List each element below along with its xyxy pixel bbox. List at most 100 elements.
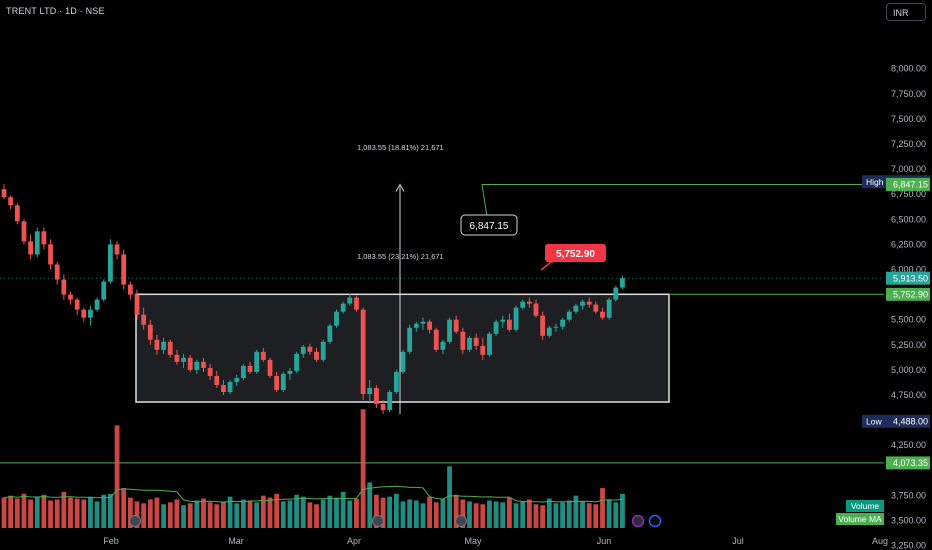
volume-bar	[440, 498, 446, 528]
y-tick-label: 6,750.00	[891, 189, 926, 199]
candle	[620, 275, 625, 290]
candle-body	[260, 351, 266, 360]
candle-body	[407, 327, 413, 352]
candle	[533, 299, 539, 318]
x-tick-label: Apr	[347, 536, 361, 546]
volume-bar	[254, 502, 260, 528]
candle	[540, 311, 546, 340]
candle-body	[413, 323, 419, 328]
candle-body	[360, 309, 366, 394]
range-box	[135, 293, 670, 403]
volume-bar	[533, 504, 539, 528]
volume-bar	[427, 496, 432, 528]
volume-bar	[41, 494, 47, 528]
candle-body	[1, 189, 7, 198]
candle	[566, 309, 572, 322]
volume-bar	[127, 497, 133, 528]
volume-bar	[560, 502, 565, 528]
candle	[74, 297, 80, 315]
volume-bar	[121, 488, 127, 528]
legend-label: Volume MA	[838, 514, 882, 524]
candle	[207, 363, 213, 380]
volume-bar	[546, 498, 552, 528]
candle-body	[88, 309, 93, 318]
candle-body	[141, 314, 147, 325]
candle	[201, 357, 206, 372]
volume-bar	[267, 497, 273, 528]
candle	[560, 317, 565, 330]
candle	[407, 324, 413, 354]
volume-bar	[320, 499, 326, 528]
volume-bar	[1, 497, 7, 528]
volume-bar	[347, 500, 353, 528]
candle	[280, 371, 286, 392]
x-tick-label: Jun	[597, 536, 612, 546]
volume-bar	[147, 499, 153, 528]
event-marker-icon	[372, 515, 384, 527]
volume-bar	[500, 502, 506, 528]
volume-bar	[513, 503, 519, 528]
event-marker-icon	[129, 515, 141, 527]
candle-body	[74, 299, 80, 310]
volume-bar	[141, 503, 147, 528]
volume-bar	[400, 501, 406, 528]
y-tick-label: 7,750.00	[891, 89, 926, 99]
candle	[147, 319, 153, 345]
candle	[108, 239, 113, 284]
volume-bar	[201, 498, 206, 528]
candle	[121, 249, 127, 290]
candle	[513, 305, 519, 332]
x-tick-label: Feb	[103, 536, 119, 546]
volume-bar	[28, 499, 33, 528]
candle-body	[367, 387, 373, 394]
candle	[21, 219, 27, 245]
volume-bar	[354, 498, 359, 528]
candle	[34, 227, 40, 258]
measure-label-top: 1,083.55 (18.81%) 21,671	[357, 143, 444, 152]
volume-bar	[101, 494, 107, 528]
candle-body	[340, 303, 346, 312]
candle-body	[374, 387, 379, 405]
y-tick-label: 5,500.00	[891, 315, 926, 325]
event-marker-icon	[455, 515, 467, 527]
volume-bar	[613, 502, 619, 528]
candle-body	[154, 339, 160, 350]
candle-body	[147, 324, 153, 340]
volume-bar	[393, 493, 399, 528]
volume-bar	[453, 494, 459, 528]
candle-body	[314, 351, 319, 360]
candle	[354, 295, 359, 312]
volume-bar	[566, 500, 572, 528]
candle-body	[480, 345, 486, 355]
volume-bar	[580, 501, 585, 528]
volume-bar	[327, 495, 333, 528]
candle	[127, 281, 133, 300]
volume-bar	[593, 504, 599, 528]
candle	[367, 379, 373, 403]
candle	[1, 184, 7, 200]
price-label-box	[886, 271, 930, 285]
candle-body	[234, 377, 240, 382]
candle	[526, 297, 532, 308]
candle-body	[300, 346, 306, 354]
volume-bar	[367, 482, 373, 528]
volume-bar	[34, 496, 40, 528]
price-label-box	[886, 287, 930, 301]
candle-body	[307, 346, 313, 352]
candle-body	[181, 357, 186, 362]
candle-body	[593, 304, 599, 312]
candle-body	[48, 244, 53, 265]
candle-body	[81, 309, 87, 318]
candle	[274, 371, 280, 392]
y-tick-label: 3,500.00	[891, 516, 926, 526]
currency-button[interactable]: INR	[886, 3, 926, 21]
candle	[8, 195, 14, 210]
volume-bar	[507, 497, 512, 528]
candle-body	[101, 281, 107, 300]
candle-body	[620, 278, 625, 288]
symbol-title: TRENT LTD · 1D · NSE	[6, 6, 105, 16]
candle-body	[294, 353, 299, 371]
candle	[174, 349, 180, 365]
candle-body	[14, 205, 20, 222]
